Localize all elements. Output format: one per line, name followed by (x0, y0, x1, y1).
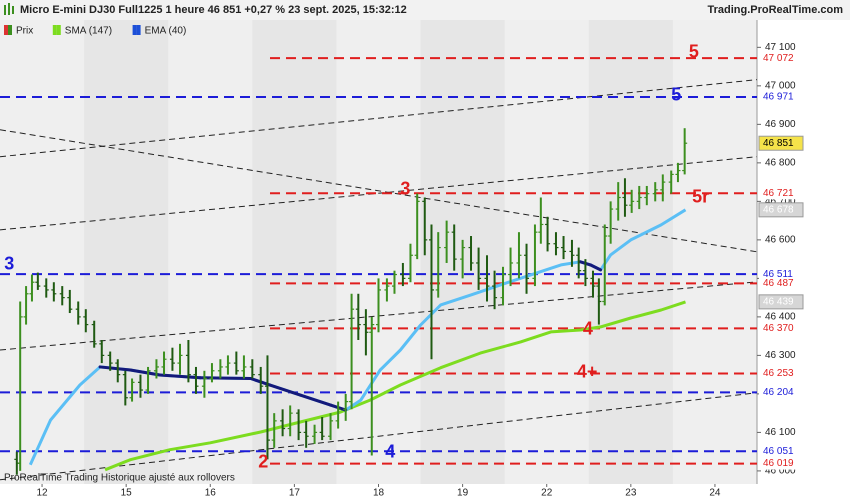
x-tick-label: 19 (457, 488, 469, 499)
source: Trading.ProRealTime.com (707, 4, 843, 16)
y-tick-label: 46 900 (765, 119, 796, 130)
overlay-last-label: 46 678 (763, 204, 794, 215)
level-label-bg (759, 277, 799, 290)
y-tick-label: 46 800 (765, 157, 796, 168)
day-band (336, 20, 421, 484)
y-tick-label: 47 100 (765, 42, 796, 53)
overlay-down-segment (298, 393, 333, 407)
day-band (0, 20, 85, 484)
overlay-down-segment (588, 263, 603, 272)
x-tick-label: 15 (121, 488, 133, 499)
level-label-bg (759, 91, 799, 104)
legend-swatch (136, 25, 141, 35)
x-tick-label: 23 (625, 488, 637, 499)
level-label-bg (759, 268, 799, 281)
legend-swatch (4, 25, 8, 35)
trendline (0, 129, 758, 253)
y-tick-label: 46 300 (765, 350, 796, 361)
y-tick-label: 46 100 (765, 427, 796, 438)
wave-label: 4 (385, 442, 395, 462)
wave-label: 4+ (577, 361, 598, 381)
y-tick-label: 46 000 (765, 466, 796, 477)
level-label-bg (759, 52, 799, 65)
level-label: 47 072 (763, 53, 794, 64)
day-band (504, 20, 589, 484)
x-axis-bg (0, 484, 757, 500)
footer: ProRealTime Trading Historique ajusté au… (4, 473, 235, 484)
level-label-bg (759, 322, 799, 335)
level-label-bg (759, 445, 799, 458)
level-label: 46 971 (763, 92, 794, 103)
wave-label: 5r (692, 187, 709, 207)
level-label: 46 019 (763, 458, 794, 469)
overlay-last-label: 46 439 (763, 297, 794, 308)
y-tick-label: 46 700 (765, 196, 796, 207)
legend-label: Prix (16, 26, 33, 37)
overlay-down-segment (268, 383, 302, 397)
x-tick-label: 22 (541, 488, 553, 499)
level-label: 46 253 (763, 368, 794, 379)
last-price-label: 46 851 (763, 138, 794, 149)
legend-swatch (56, 25, 61, 35)
legend-swatch (8, 25, 12, 35)
trendline (0, 79, 758, 158)
overlay-last-label-bg (758, 202, 804, 218)
logo (4, 3, 14, 15)
header-bar (0, 0, 850, 20)
legend-label: EMA (40) (145, 26, 187, 37)
level-label: 46 721 (763, 188, 794, 199)
level-label-bg (759, 457, 799, 470)
overlay-down-segment (128, 368, 162, 377)
level-label-bg (759, 386, 799, 399)
legend-swatch (52, 25, 57, 35)
level-label-bg (759, 367, 799, 380)
overlay-line (104, 300, 686, 472)
legend-swatch (132, 25, 137, 35)
day-band (672, 20, 757, 484)
x-tick-label: 18 (373, 488, 385, 499)
wave-label: 5 (689, 41, 699, 61)
level-label: 46 370 (763, 323, 794, 334)
day-band (168, 20, 253, 484)
wave-label: 2 (258, 452, 268, 472)
legend-label: SMA (147) (65, 26, 112, 37)
level-label: 46 511 (763, 269, 793, 280)
wave-label: 5 (671, 85, 681, 105)
level-label-bg (759, 187, 799, 200)
overlay-last-label-bg (758, 294, 804, 310)
y-tick-label: 46 400 (765, 312, 796, 323)
wave-label: 3 (4, 254, 14, 274)
y-tick-label: 46 600 (765, 235, 796, 246)
overlay-down-segment (98, 365, 132, 372)
y-tick-label: 47 000 (765, 80, 796, 91)
level-label: 46 051 (763, 446, 794, 457)
overlay-down-segment (158, 373, 202, 380)
chart-title: Micro E-mini DJ30 Full1225 1 heure 46 85… (20, 4, 407, 16)
level-label: 46 204 (763, 387, 794, 398)
x-tick-label: 12 (36, 488, 48, 499)
x-tick-label: 16 (205, 488, 217, 499)
last-price-label-bg (758, 135, 804, 151)
trendline (0, 392, 758, 481)
wave-label: 3 (400, 179, 410, 199)
trendline (0, 156, 758, 231)
wave-label: 4 (583, 319, 593, 339)
level-label: 46 487 (763, 278, 794, 289)
x-tick-label: 17 (289, 488, 301, 499)
overlay-down-segment (198, 376, 253, 380)
x-tick-label: 24 (709, 488, 721, 499)
